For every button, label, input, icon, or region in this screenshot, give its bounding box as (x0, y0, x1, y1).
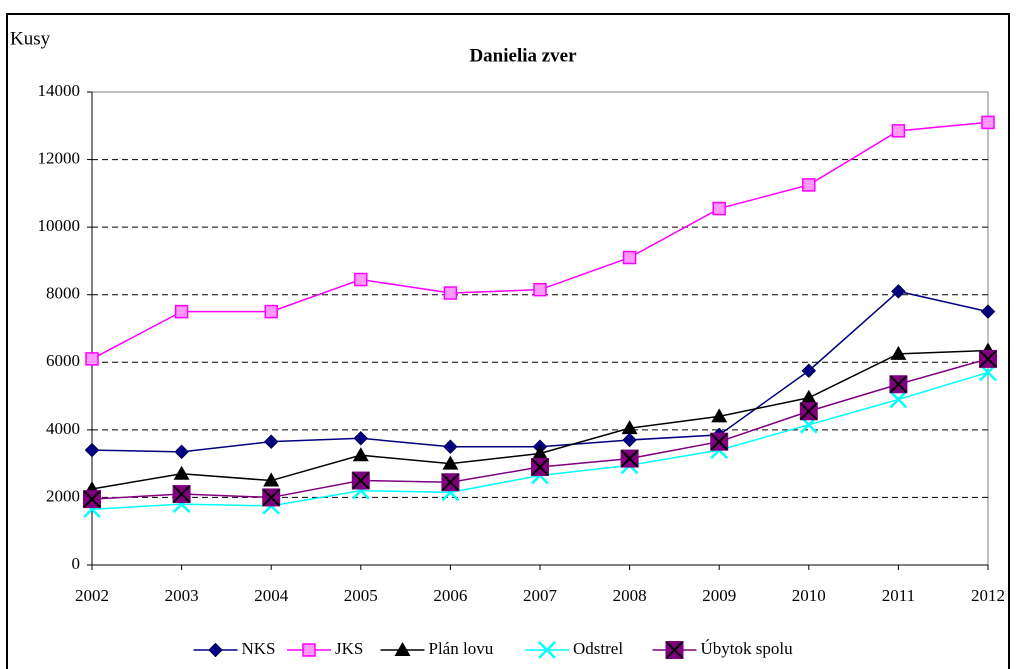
legend-marker (302, 643, 316, 657)
x-tick-label: 2007 (523, 586, 558, 605)
data-point (711, 408, 728, 423)
x-tick-label: 2003 (165, 586, 199, 605)
data-point (979, 349, 997, 368)
legend-label: Odstrel (573, 639, 623, 658)
data-point (891, 283, 906, 299)
legend-label: JKS (335, 639, 363, 658)
data-point (532, 445, 548, 460)
y-tick-label: 6000 (46, 351, 80, 370)
y-axis-label: Kusy (10, 28, 51, 49)
data-point (710, 432, 729, 451)
data-point (889, 375, 908, 394)
data-point (801, 363, 817, 379)
data-point (174, 304, 189, 319)
data-point (621, 420, 638, 435)
legend-label: Plán lovu (429, 639, 494, 658)
data-point (622, 250, 637, 265)
legend-label: Úbytok spolu (701, 639, 794, 658)
data-point (889, 390, 908, 409)
data-point (262, 488, 281, 507)
data-point (264, 304, 278, 319)
data-point (799, 402, 818, 421)
data-point (890, 345, 907, 360)
data-point (531, 458, 549, 477)
data-point (441, 473, 460, 492)
data-point (84, 442, 100, 458)
data-point (352, 447, 369, 462)
x-tick-label: 2010 (792, 586, 826, 605)
y-tick-label: 12000 (38, 148, 81, 167)
x-tick-label: 2004 (254, 586, 289, 605)
data-point (802, 178, 816, 192)
data-point (533, 282, 547, 297)
data-point (980, 304, 996, 319)
x-tick-label: 2012 (971, 586, 1005, 605)
data-point (174, 444, 189, 460)
data-point (891, 124, 906, 138)
data-point (172, 485, 191, 504)
chart-title: Danielia zver (469, 45, 577, 66)
data-point (443, 439, 458, 455)
x-tick-label: 2009 (702, 586, 736, 605)
data-point (173, 465, 190, 480)
y-tick-label: 14000 (38, 81, 81, 100)
data-point (800, 389, 817, 404)
data-point (354, 272, 368, 287)
y-tick-label: 8000 (46, 284, 80, 303)
legend-marker (394, 642, 411, 656)
data-point (85, 352, 99, 366)
data-point (443, 286, 458, 300)
x-tick-label: 2011 (882, 586, 915, 605)
data-point (351, 471, 370, 490)
data-point (263, 434, 279, 450)
data-point (622, 432, 637, 448)
y-tick-label: 4000 (46, 419, 80, 438)
data-point (981, 115, 995, 130)
x-tick-label: 2002 (75, 586, 109, 605)
legend-marker (538, 641, 556, 659)
y-tick-label: 0 (72, 554, 81, 573)
legend-marker (208, 642, 223, 658)
data-point (83, 490, 101, 509)
data-point (442, 455, 459, 470)
data-point (712, 201, 726, 216)
data-point (353, 430, 369, 446)
plot-area (91, 91, 989, 566)
y-tick-label: 10000 (38, 216, 81, 235)
data-point (263, 472, 280, 487)
x-tick-label: 2008 (613, 586, 647, 605)
legend-label: NKS (242, 639, 276, 658)
data-point (620, 449, 639, 468)
x-tick-label: 2005 (344, 586, 378, 605)
x-tick-label: 2006 (433, 586, 467, 605)
y-tick-label: 2000 (46, 486, 80, 505)
legend-marker (665, 641, 684, 659)
